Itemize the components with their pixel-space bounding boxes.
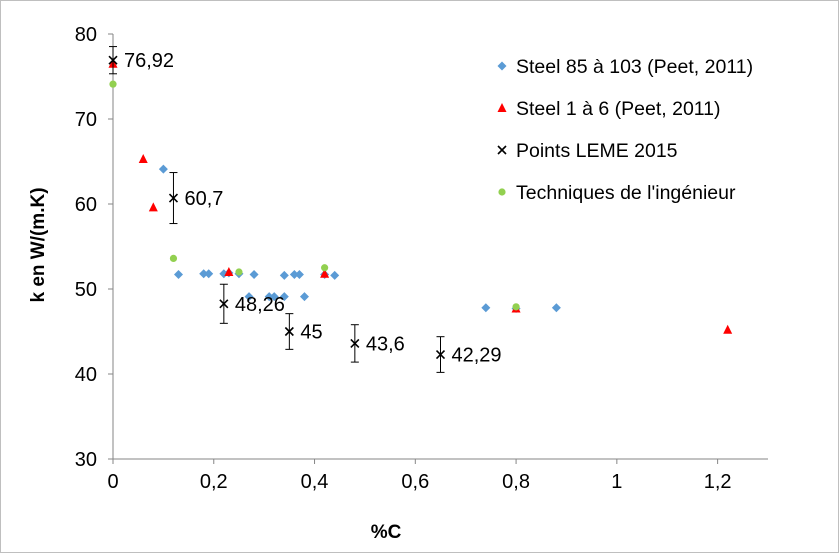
- data-label: 43,6: [366, 333, 405, 355]
- x-axis-title: %C: [371, 522, 402, 543]
- legend-label: Points LEME 2015: [516, 140, 678, 162]
- series-circle: [109, 80, 520, 311]
- x-tick-label: 0: [107, 471, 118, 493]
- steel-85-103-point: [289, 270, 299, 280]
- y-tick-label: 30: [75, 449, 97, 471]
- legend-label: Techniques de l'ingénieur: [516, 182, 736, 204]
- steel-85-103-point: [199, 269, 209, 279]
- x-marker-stroke: [350, 338, 360, 348]
- leme-2015-point: [219, 299, 229, 309]
- techniques-ingenieur-point: [321, 264, 329, 272]
- leme-2015-point: [168, 193, 179, 203]
- legend-item: Points LEME 2015: [497, 140, 678, 162]
- techniques-ingenieur-point: [512, 303, 520, 311]
- steel-1-6-point: [320, 268, 330, 278]
- steel-85-103-point: [481, 303, 491, 313]
- steel-85-103-point: [330, 270, 340, 280]
- y-axis-title: k en W/(m.K): [28, 187, 49, 302]
- steel-85-103-point: [249, 270, 259, 280]
- x-tick-label: 0,2: [200, 471, 228, 493]
- axes: [108, 33, 768, 464]
- steel-85-103-point: [158, 164, 168, 174]
- x-marker-stroke: [108, 55, 118, 65]
- x-marker-stroke: [497, 145, 507, 155]
- legend-label: Steel 85 à 103 (Peet, 2011): [516, 56, 753, 78]
- steel-85-103-point: [204, 269, 214, 279]
- x-marker-stroke: [219, 299, 229, 309]
- data-label: 60,7: [184, 188, 223, 210]
- steel-85-103-point: [264, 292, 274, 302]
- legend-leme-2015-marker: [497, 145, 507, 155]
- x-tick-label: 0,4: [301, 471, 329, 493]
- x-marker-stroke: [284, 326, 294, 337]
- legend-item: Steel 85 à 103 (Peet, 2011): [497, 56, 753, 78]
- steel-1-6-point: [224, 267, 234, 276]
- legend-steel-1-6-marker: [497, 103, 507, 112]
- x-tick-label: 1,2: [704, 471, 732, 493]
- y-tick-label: 70: [75, 109, 97, 131]
- steel-85-103-point: [174, 270, 183, 280]
- x-tick-label: 1: [611, 471, 622, 493]
- data-label: 42,29: [452, 345, 502, 367]
- leme-2015-point: [350, 338, 360, 348]
- x-tick-label: 0,6: [401, 471, 429, 493]
- legend: Steel 85 à 103 (Peet, 2011) Steel 1 à 6 (…: [497, 56, 753, 204]
- leme-2015-point: [284, 326, 294, 337]
- steel-1-6-point: [723, 324, 733, 334]
- x-marker-stroke: [435, 349, 446, 360]
- steel-1-6-point: [138, 153, 148, 163]
- steel-85-103-point: [244, 292, 254, 302]
- legend-techniques-ingenieur-marker: [498, 188, 506, 196]
- leme-2015-point: [435, 349, 446, 360]
- steel-1-6-point: [148, 202, 158, 212]
- x-marker-stroke: [168, 193, 179, 203]
- series-triangle: [108, 58, 733, 334]
- data-series: [108, 46, 733, 373]
- steel-85-103-point: [279, 270, 289, 280]
- data-label: 48,26: [235, 294, 285, 316]
- legend-item: Steel 1 à 6 (Peet, 2011): [497, 98, 721, 120]
- legend-label: Steel 1 à 6 (Peet, 2011): [516, 98, 721, 120]
- legend-item: Techniques de l'ingénieur: [498, 182, 736, 204]
- legend-steel-85-103-marker: [497, 61, 507, 71]
- y-tick-label: 50: [75, 279, 97, 301]
- steel-85-103-point: [551, 303, 561, 313]
- y-tick-label: 80: [75, 24, 97, 46]
- steel-85-103-point: [279, 292, 289, 302]
- x-tick-label: 0,8: [502, 471, 530, 493]
- data-label: 76,92: [124, 50, 174, 72]
- steel-85-103-point: [294, 270, 304, 280]
- data-label: 45: [300, 322, 322, 344]
- leme-2015-point: [108, 55, 118, 65]
- techniques-ingenieur-point: [169, 254, 178, 262]
- tick-labels: 30 40 50 60 70 80 0 0,2 0,4 0,6 0,8 1 1,2: [75, 24, 732, 493]
- steel-85-103-point: [269, 292, 279, 302]
- y-tick-label: 40: [75, 364, 97, 386]
- y-tick-label: 60: [75, 194, 97, 216]
- data-labels: 76,92 60,7 48,26 45 43,6 42,29: [124, 50, 502, 366]
- techniques-ingenieur-point: [109, 80, 117, 88]
- steel-85-103-point: [299, 292, 309, 302]
- techniques-ingenieur-point: [235, 268, 243, 276]
- series-x: [108, 46, 446, 373]
